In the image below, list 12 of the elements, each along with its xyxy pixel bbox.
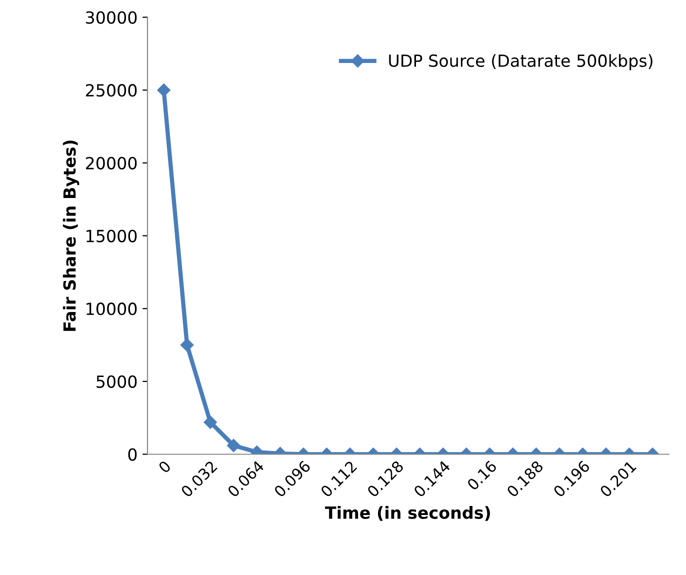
legend-label: UDP Source (Datarate 500kbps) — [389, 54, 652, 70]
y-tick-label: 5000 — [96, 375, 137, 388]
x-tick-label: 0 — [158, 460, 172, 474]
x-axis-title: Time (in seconds) — [325, 506, 490, 521]
y-tick-label: 15000 — [86, 230, 137, 242]
y-tick-label: 0 — [128, 448, 137, 461]
y-tick-label: 10000 — [86, 302, 137, 316]
point — [157, 83, 170, 97]
y-tick-label: 25000 — [86, 84, 137, 97]
y-tick-label: 20000 — [86, 156, 137, 170]
y-tick-label: 30000 — [86, 11, 137, 24]
y-axis-title: Fair Share (in Bytes) — [62, 140, 80, 331]
